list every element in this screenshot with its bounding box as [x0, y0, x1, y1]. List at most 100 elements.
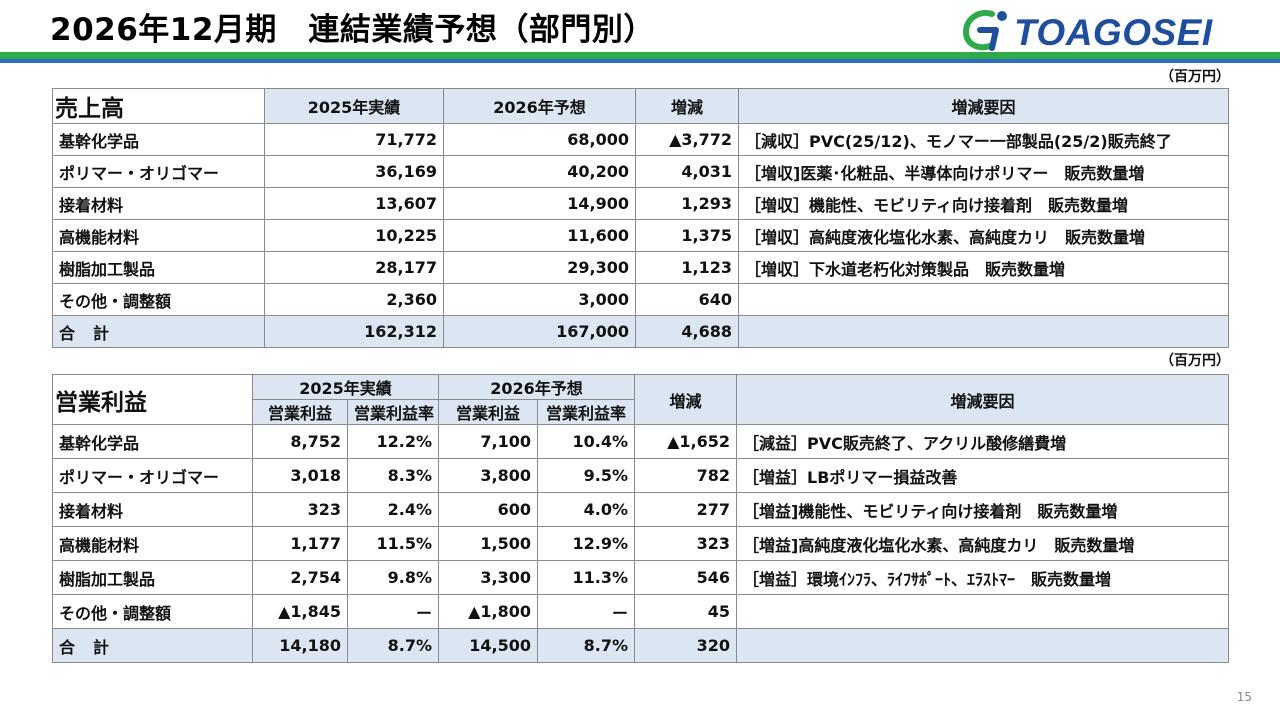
sales-actual: 71,772: [264, 123, 444, 156]
sales-reason: ［増収］機能性、モビリティ向け接着剤 販売数量増: [738, 187, 1229, 220]
sales-actual: 28,177: [264, 251, 444, 284]
profit-forecast-rate: 11.3%: [537, 560, 636, 595]
profit-actual-rate: 2.4%: [346, 492, 440, 527]
profit-forecast-rate: ー: [537, 594, 636, 629]
segment-name: 高機能材料: [52, 219, 265, 252]
sales-forecast: 11,600: [443, 219, 636, 252]
profit-subheader-row: 営業利益 営業利益率 営業利益 営業利益率: [53, 399, 1229, 425]
sales-total-reason: [738, 315, 1229, 348]
profit-unit-label: （百万円）: [1160, 353, 1230, 369]
sales-forecast: 29,300: [443, 251, 636, 284]
profit-table: 営業利益 2025年実績 2026年予想 増減 増減要因 営業利益 営業利益率 …: [52, 374, 1230, 663]
table-row: ポリマー・オリゴマー 36,169 40,200 4,031 ［増収]医薬･化粧…: [52, 155, 1229, 188]
subheader-actual-rate: 営業利益率: [346, 399, 440, 425]
sales-header-change: 増減: [635, 88, 739, 124]
table-row: 基幹化学品 8,752 12.2% 7,100 10.4% ▲1,652 ［減益…: [52, 424, 1230, 459]
profit-section-title: 営業利益: [52, 374, 253, 425]
subheader-forecast-profit: 営業利益: [438, 399, 539, 425]
profit-forecast-rate: 9.5%: [537, 458, 636, 493]
profit-actual: 2,754: [252, 560, 348, 595]
profit-reason: ［減益］PVC販売終了、アクリル酸修繕費増: [736, 424, 1230, 459]
sales-actual: 10,225: [264, 219, 444, 252]
table-row: 高機能材料 1,177 11.5% 1,500 12.9% 323 ［増益]高純…: [52, 526, 1230, 561]
segment-name: 樹脂加工製品: [52, 251, 265, 284]
sales-actual: 13,607: [264, 187, 444, 220]
segment-name: ポリマー・オリゴマー: [52, 458, 253, 493]
profit-actual-rate: 9.8%: [346, 560, 440, 595]
sales-change: ▲3,772: [635, 123, 739, 156]
profit-actual-rate: ー: [346, 594, 440, 629]
sales-actual: 36,169: [264, 155, 444, 188]
profit-actual: 323: [252, 492, 348, 527]
profit-forecast: 1,500: [438, 526, 539, 561]
sales-unit-label: （百万円）: [1160, 69, 1230, 85]
profit-total-row: 合計 14,180 8.7% 14,500 8.7% 320: [52, 628, 1230, 663]
profit-actual-rate: 12.2%: [346, 424, 440, 459]
segment-name: ポリマー・オリゴマー: [52, 155, 265, 188]
profit-change: 782: [634, 458, 738, 493]
profit-total-forecast-rate: 8.7%: [537, 628, 636, 663]
profit-actual: ▲1,845: [252, 594, 348, 629]
logo-wordmark: TOAGOSEI: [1014, 12, 1213, 53]
sales-header-forecast: 2026年予想: [443, 88, 636, 124]
profit-reason: ［増益］環境ｲﾝﾌﾗ、ﾗｲﾌｻﾎﾟｰﾄ、ｴﾗｽﾄﾏｰ 販売数量増: [736, 560, 1230, 595]
profit-reason: ［増益]機能性、モビリティ向け接着剤 販売数量増: [736, 492, 1230, 527]
profit-total-change: 320: [634, 628, 738, 663]
profit-actual: 1,177: [252, 526, 348, 561]
header-rule-green: [0, 52, 1280, 59]
table-row: 樹脂加工製品 2,754 9.8% 3,300 11.3% 546 ［増益］環境…: [52, 560, 1230, 595]
segment-name: 接着材料: [52, 492, 253, 527]
sales-section-title: 売上高: [52, 88, 265, 124]
sales-actual: 2,360: [264, 283, 444, 316]
profit-total-actual: 14,180: [252, 628, 348, 663]
profit-forecast: 3,800: [438, 458, 539, 493]
table-row: 接着材料 13,607 14,900 1,293 ［増収］機能性、モビリティ向け…: [52, 187, 1229, 220]
profit-actual: 3,018: [252, 458, 348, 493]
subheader-actual-profit: 営業利益: [252, 399, 348, 425]
profit-change: 277: [634, 492, 738, 527]
profit-change: 546: [634, 560, 738, 595]
table-row: ポリマー・オリゴマー 3,018 8.3% 3,800 9.5% 782 ［増益…: [52, 458, 1230, 493]
profit-reason: [736, 594, 1230, 629]
sales-reason: [738, 283, 1229, 316]
profit-forecast-rate: 12.9%: [537, 526, 636, 561]
header-rule-blue: [0, 59, 1280, 63]
sales-change: 1,293: [635, 187, 739, 220]
sales-forecast: 14,900: [443, 187, 636, 220]
sales-change: 4,031: [635, 155, 739, 188]
profit-reason: ［増益]高純度液化塩化水素、高純度カリ 販売数量増: [736, 526, 1230, 561]
profit-reason: ［増益］LBポリマー損益改善: [736, 458, 1230, 493]
table-row: その他・調整額 ▲1,845 ー ▲1,800 ー 45: [52, 594, 1230, 629]
profit-change: ▲1,652: [634, 424, 738, 459]
sales-total-row: 合計 162,312 167,000 4,688: [52, 315, 1229, 348]
table-row: その他・調整額 2,360 3,000 640: [52, 283, 1229, 316]
profit-total-reason: [736, 628, 1230, 663]
profit-forecast: ▲1,800: [438, 594, 539, 629]
profit-header-reason: 増減要因: [736, 374, 1230, 425]
segment-name: その他・調整額: [52, 283, 265, 316]
sales-change: 640: [635, 283, 739, 316]
total-label: 合計: [52, 315, 265, 348]
segment-name: 高機能材料: [52, 526, 253, 561]
segment-name: 基幹化学品: [52, 424, 253, 459]
table-row: 接着材料 323 2.4% 600 4.0% 277 ［増益]機能性、モビリティ…: [52, 492, 1230, 527]
company-logo: TOAGOSEI: [962, 8, 1272, 53]
toagosei-logo-icon: [962, 10, 1007, 51]
page-number: 15: [1236, 690, 1252, 704]
page-title: 2026年12月期 連結業績予想（部門別）: [50, 12, 655, 48]
sales-reason: ［増収］高純度液化塩化水素、高純度カリ 販売数量増: [738, 219, 1229, 252]
profit-change: 323: [634, 526, 738, 561]
sales-header-reason: 増減要因: [738, 88, 1229, 124]
sales-reason: ［減収］PVC(25/12)、モノマー一部製品(25/2)販売終了: [738, 123, 1229, 156]
profit-header-row: 営業利益 2025年実績 2026年予想 増減 増減要因: [52, 374, 1230, 425]
sales-total-change: 4,688: [635, 315, 739, 348]
segment-name: 樹脂加工製品: [52, 560, 253, 595]
profit-header-actual: 2025年実績: [251, 374, 440, 400]
sales-header-actual: 2025年実績: [264, 88, 444, 124]
profit-forecast-rate: 4.0%: [537, 492, 636, 527]
sales-total-actual: 162,312: [264, 315, 444, 348]
sales-forecast: 40,200: [443, 155, 636, 188]
profit-forecast-rate: 10.4%: [537, 424, 636, 459]
table-row: 樹脂加工製品 28,177 29,300 1,123 ［増収］下水道老朽化対策製…: [52, 251, 1229, 284]
profit-header-forecast: 2026年予想: [438, 374, 636, 400]
